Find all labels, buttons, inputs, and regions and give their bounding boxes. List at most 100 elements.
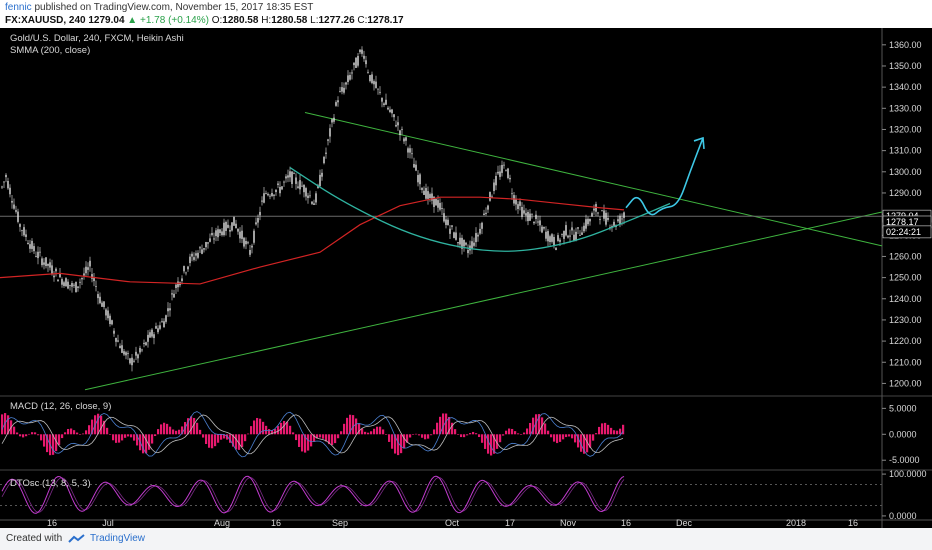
macd-histogram-bar — [256, 417, 259, 435]
candle-body — [199, 247, 201, 249]
candle-body — [427, 191, 429, 199]
candle-body — [567, 235, 569, 238]
candle-body — [249, 249, 251, 255]
time-tick-label: Jul — [102, 518, 114, 528]
macd-histogram-bar — [28, 433, 31, 435]
candle-body — [111, 320, 113, 325]
macd-histogram-bar — [520, 434, 523, 435]
macd-histogram-bar — [334, 434, 337, 444]
macd-histogram-bar — [409, 434, 412, 438]
candle-body — [623, 212, 625, 218]
macd-histogram-bar — [244, 434, 247, 442]
macd-histogram-bar — [562, 434, 565, 440]
macd-histogram-bar — [304, 434, 307, 453]
macd-histogram-bar — [214, 434, 217, 447]
candle-body — [103, 301, 105, 308]
time-tick-label: 16 — [47, 518, 57, 528]
candle-body — [297, 186, 299, 188]
macd-histogram-bar — [46, 434, 49, 453]
candle-body — [251, 245, 253, 248]
macd-histogram-bar — [160, 424, 163, 435]
candle-body — [19, 224, 21, 227]
cup-curve — [289, 167, 671, 252]
candle-body — [333, 117, 335, 122]
candle-body — [387, 107, 389, 110]
candle-body — [295, 177, 297, 184]
macd-histogram-bar — [613, 430, 616, 435]
candle-body — [129, 358, 131, 364]
macd-histogram-bar — [91, 419, 94, 435]
candle-body — [203, 248, 205, 250]
time-tick-label: 16 — [621, 518, 631, 528]
macd-histogram-bar — [619, 428, 622, 435]
macd-histogram-bar — [313, 434, 316, 442]
chart-canvas[interactable]: 1200.00 1210.00 1220.00 1230.00 1240.00 1250.… — [0, 28, 932, 528]
macd-histogram-bar — [241, 434, 244, 448]
dtosc-signal-line — [1, 477, 625, 513]
macd-histogram-bar — [70, 428, 73, 435]
macd-histogram-bar — [61, 434, 64, 439]
candle-body — [241, 230, 243, 239]
macd-histogram-bar — [502, 434, 505, 436]
price-tick-label: 1220.00 — [889, 336, 922, 346]
tradingview-link[interactable]: TradingView — [90, 533, 146, 544]
candle-body — [455, 232, 457, 240]
candle-body — [311, 201, 313, 204]
candle-body — [131, 357, 133, 366]
candle-body — [377, 88, 379, 90]
candle-body — [49, 262, 51, 268]
macd-histogram-bar — [277, 426, 280, 435]
macd-histogram-bar — [448, 417, 451, 435]
candle-body — [561, 234, 563, 235]
candle-body — [37, 251, 39, 259]
candle-body — [83, 273, 85, 276]
macd-histogram-bar — [88, 425, 91, 435]
candle-body — [89, 260, 91, 267]
candle-body — [3, 181, 5, 183]
candle-body — [359, 49, 361, 53]
macd-histogram-bar — [463, 434, 466, 438]
macd-histogram-bar — [232, 434, 235, 447]
macd-tick-label: -5.0000 — [889, 455, 920, 465]
candle-body — [267, 193, 269, 196]
macd-histogram-bar — [361, 428, 364, 435]
candle-body — [259, 211, 261, 216]
candle-body — [137, 354, 139, 359]
candle-body — [151, 329, 153, 337]
candle-body — [41, 258, 43, 266]
macd-histogram-bar — [391, 434, 394, 449]
price-tick-label: 1240.00 — [889, 294, 922, 304]
macd-histogram-bar — [553, 434, 556, 442]
candle-body — [621, 218, 623, 220]
price-tick-label: 1360.00 — [889, 40, 922, 50]
candle-body — [183, 266, 185, 272]
macd-histogram-bar — [127, 434, 130, 437]
candle-body — [545, 231, 547, 239]
candle-body — [79, 281, 81, 283]
macd-histogram-bar — [472, 431, 475, 435]
candle-body — [343, 87, 345, 93]
candle-body — [167, 308, 169, 312]
candle-body — [509, 177, 511, 180]
macd-histogram-bar — [31, 432, 34, 435]
price-label: 02:24:21 — [886, 227, 921, 237]
candle-body — [11, 200, 13, 203]
macd-histogram-bar — [187, 418, 190, 435]
macd-tick-label: 0.0000 — [889, 429, 917, 439]
publication-header: fennic published on TradingView.com, Nov… — [0, 0, 932, 28]
macd-histogram-bar — [271, 430, 274, 435]
candle-body — [149, 332, 151, 338]
candle-body — [441, 208, 443, 209]
macd-histogram-bar — [310, 434, 313, 447]
candle-body — [329, 128, 331, 137]
candle-body — [97, 294, 99, 299]
candle-body — [349, 75, 351, 80]
candle-body — [321, 172, 323, 177]
candle-body — [527, 211, 529, 222]
macd-histogram-bar — [430, 434, 433, 436]
candle-body — [47, 263, 49, 266]
candle-body — [193, 257, 195, 260]
candle-body — [281, 186, 283, 190]
macd-histogram-bar — [109, 434, 112, 435]
author-link[interactable]: fennic — [5, 2, 32, 13]
